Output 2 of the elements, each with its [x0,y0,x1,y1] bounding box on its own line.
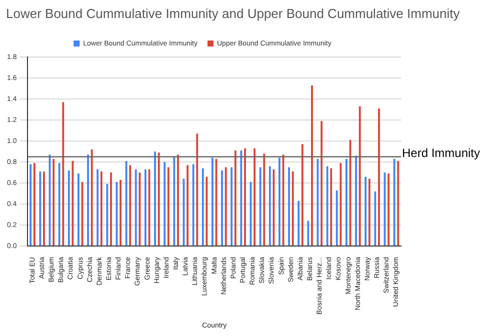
ref-line-label: Herd Immunity [402,146,480,160]
chart-title: Lower Bound Cummulative Immunity and Upper Bound Cummulative Immunity [6,6,461,21]
